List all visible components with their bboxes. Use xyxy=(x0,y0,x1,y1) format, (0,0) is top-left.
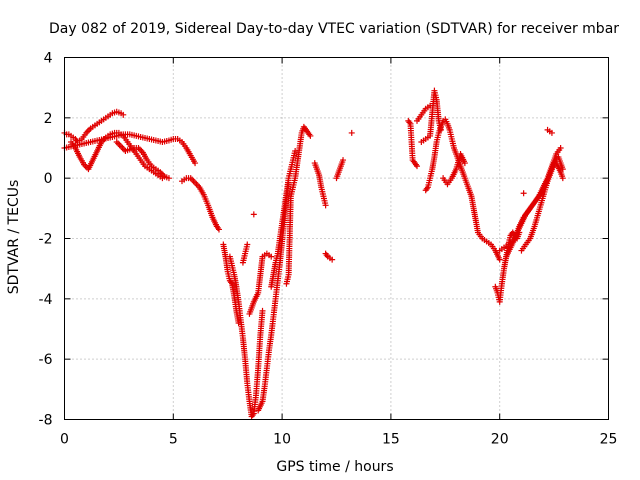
plot-frame xyxy=(64,57,609,420)
data-point xyxy=(559,175,566,182)
x-tick-label: 25 xyxy=(600,432,618,448)
data-point xyxy=(557,145,564,151)
axis-ticks: -8 -6 -4 -2 0 2 4 0 5 10 15 20 25 xyxy=(39,51,618,448)
data-point xyxy=(292,148,299,155)
data-point xyxy=(414,163,421,170)
x-tick-label: 20 xyxy=(491,432,509,448)
x-tick-label: 0 xyxy=(60,432,69,448)
data-point xyxy=(250,211,257,218)
data-point xyxy=(215,226,222,233)
data-point xyxy=(548,129,555,136)
data-point xyxy=(192,160,199,167)
y-tick-label: 2 xyxy=(44,111,53,127)
x-tick-label: 15 xyxy=(382,432,400,448)
data-points xyxy=(61,87,566,420)
data-point xyxy=(437,126,444,133)
data-point xyxy=(340,157,347,164)
data-point xyxy=(461,160,468,167)
data-point xyxy=(559,166,566,173)
grid xyxy=(64,57,609,420)
x-axis-label: GPS time / hours xyxy=(276,459,393,475)
data-point xyxy=(307,132,314,139)
x-tick-label: 5 xyxy=(169,432,178,448)
y-tick-label: -6 xyxy=(39,352,53,368)
data-point xyxy=(348,129,355,136)
chart-title: Day 082 of 2019, Sidereal Day-to-day VTE… xyxy=(49,21,619,37)
y-axis-label: SDTVAR / TECUs xyxy=(6,180,22,295)
data-point xyxy=(329,256,336,263)
data-point xyxy=(322,202,329,209)
y-tick-label: -8 xyxy=(39,413,53,429)
y-tick-label: 0 xyxy=(44,171,53,187)
y-tick-label: -2 xyxy=(39,232,53,248)
data-point xyxy=(496,256,503,263)
y-tick-label: -4 xyxy=(39,292,53,308)
data-point xyxy=(120,111,127,118)
data-point xyxy=(244,241,251,248)
data-point xyxy=(520,190,527,197)
data-point xyxy=(268,253,275,260)
y-tick-label: 4 xyxy=(44,51,53,67)
data-point xyxy=(165,175,172,182)
x-tick-label: 10 xyxy=(273,432,291,448)
data-point xyxy=(259,307,266,314)
